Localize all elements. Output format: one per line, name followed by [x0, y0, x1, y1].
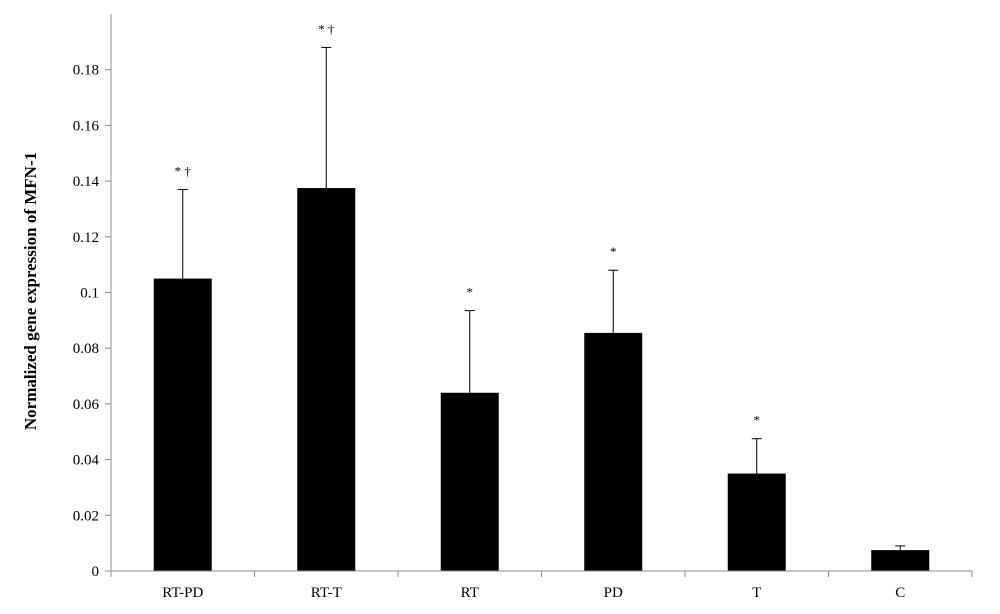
- y-tick-label: 0.08: [73, 341, 99, 357]
- bar-pd: [584, 332, 643, 571]
- y-tick-label: 0.12: [73, 230, 99, 246]
- x-category-label: PD: [604, 585, 623, 601]
- y-tick-label: 0.14: [73, 174, 100, 190]
- y-tick-label: 0.02: [73, 508, 99, 524]
- significance-marker: *: [754, 413, 761, 428]
- x-category-label: T: [752, 585, 761, 601]
- significance-annotations: * † * † * * *: [175, 21, 760, 427]
- y-tick-label: 0.16: [73, 118, 100, 134]
- y-axis-ticks: 0 0.02 0.04 0.06 0.08 0.1 0.12 0.14 0.16 0.18: [73, 63, 111, 580]
- bar-rt-pd: [153, 278, 212, 571]
- significance-marker: * †: [175, 163, 192, 178]
- bars: [153, 188, 930, 571]
- y-tick-label: 0: [92, 564, 100, 580]
- y-tick-label: 0.04: [73, 453, 100, 469]
- x-category-label: C: [895, 585, 905, 601]
- y-tick-label: 0.06: [73, 397, 100, 413]
- bar-c: [871, 550, 930, 571]
- y-tick-label: 0.18: [73, 63, 99, 79]
- significance-marker: *: [467, 285, 474, 300]
- error-bars: [177, 46, 906, 551]
- significance-marker: * †: [318, 21, 335, 36]
- x-category-label: RT-PD: [162, 585, 203, 601]
- significance-marker: *: [610, 244, 617, 259]
- bar-rt: [440, 392, 499, 571]
- y-axis-title: Normalized gene expression of MFN-1: [21, 152, 40, 430]
- x-category-label: RT: [461, 585, 479, 601]
- bar-rt-t: [297, 188, 356, 571]
- x-axis-categories: RT-PD RT-T RT PD T C: [110, 571, 973, 601]
- y-tick-label: 0.1: [80, 286, 99, 302]
- bar-t: [727, 473, 786, 571]
- x-category-label: RT-T: [311, 585, 342, 601]
